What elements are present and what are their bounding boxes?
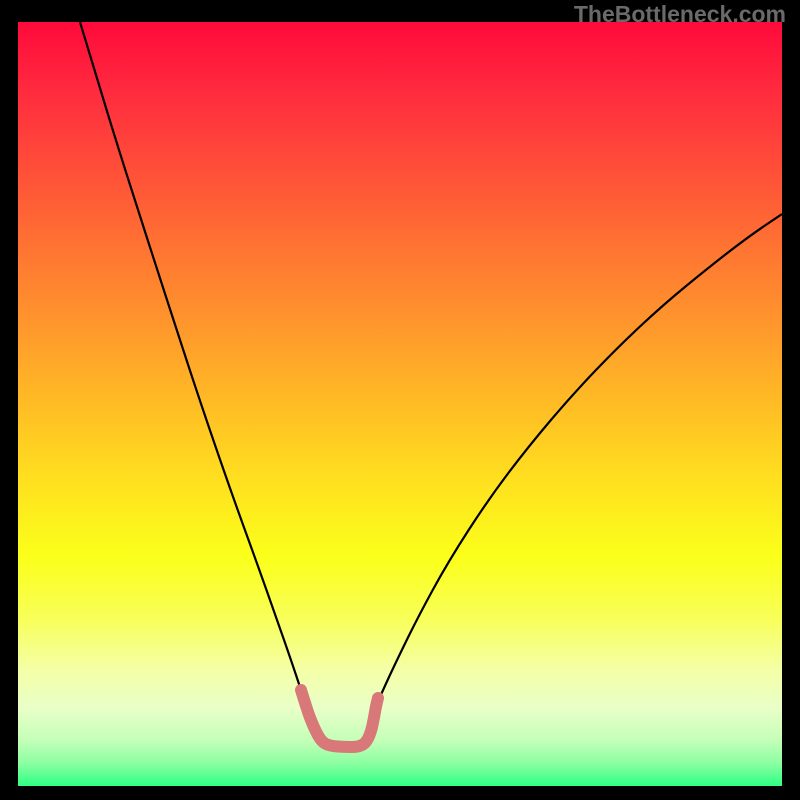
plot-area bbox=[18, 22, 782, 786]
chart-container: TheBottleneck.com bbox=[0, 0, 800, 800]
gradient-background bbox=[18, 22, 782, 786]
watermark-text: TheBottleneck.com bbox=[574, 1, 786, 28]
plot-svg bbox=[18, 22, 782, 786]
